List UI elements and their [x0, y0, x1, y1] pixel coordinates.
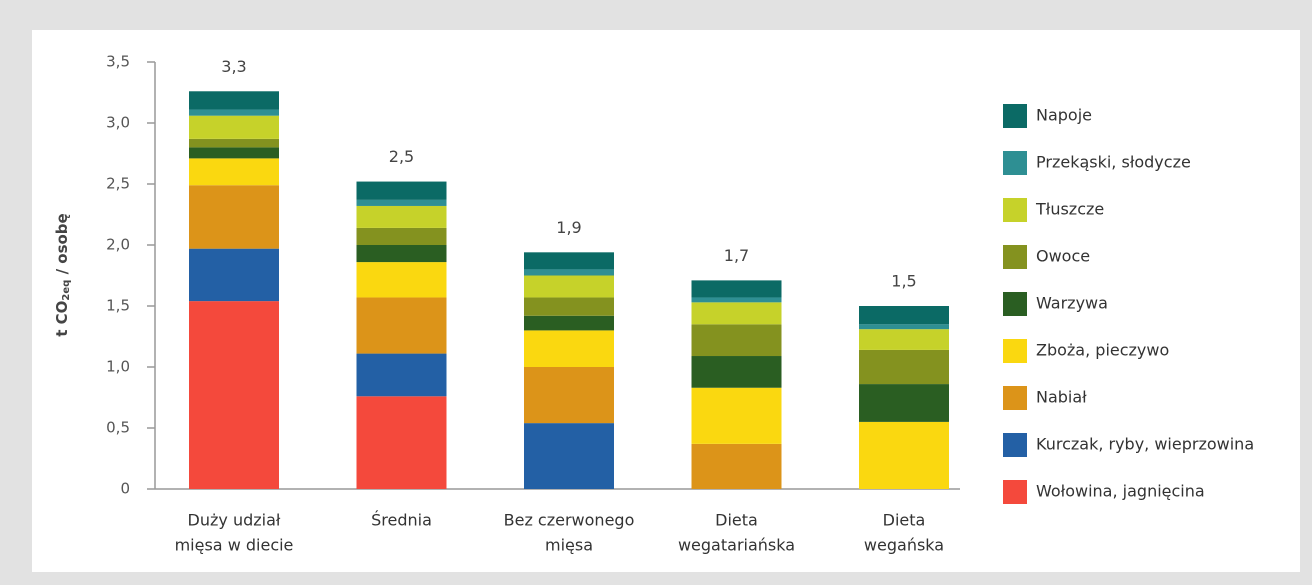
- y-axis-label-part: t CO: [53, 301, 71, 337]
- legend-swatch: [1003, 245, 1027, 269]
- legend-swatch: [1003, 339, 1027, 363]
- legend-label: Napoje: [1036, 106, 1092, 125]
- y-axis-label: t CO2eq / osobę: [53, 213, 73, 336]
- bar-segment: [691, 297, 782, 303]
- bar-segment: [356, 181, 447, 200]
- bar-segment: [356, 245, 447, 263]
- y-tick-label: 2,5: [106, 175, 130, 193]
- total-label: 1,5: [891, 272, 916, 291]
- x-tick-label: mięsa w diecie: [175, 536, 294, 555]
- x-tick-label: Bez czerwonego: [504, 511, 635, 530]
- x-tick-label: wegańska: [864, 536, 944, 555]
- y-tick-label: 1,5: [106, 297, 130, 315]
- bar-segment: [189, 91, 279, 110]
- y-tick-label: 0,5: [106, 419, 130, 437]
- legend-label: Kurczak, ryby, wieprzowina: [1036, 435, 1254, 454]
- y-axis-label-part: / osobę: [53, 213, 71, 279]
- legend-swatch: [1003, 292, 1027, 316]
- x-tick-label: Duży udział: [188, 511, 281, 530]
- legend-label: Przekąski, słodycze: [1036, 153, 1191, 172]
- bar-segment: [524, 330, 614, 367]
- bar-segment: [189, 301, 279, 489]
- legend-label: Owoce: [1036, 247, 1090, 266]
- total-label: 1,9: [556, 218, 581, 237]
- y-tick-label: 3,5: [106, 53, 130, 71]
- legend-swatch: [1003, 104, 1027, 128]
- bar-segment: [691, 443, 782, 489]
- bar-segment: [356, 396, 447, 489]
- x-tick-label: mięsa: [545, 536, 593, 555]
- bar-segment: [691, 324, 782, 357]
- legend-swatch: [1003, 151, 1027, 175]
- bar-segment: [691, 280, 782, 298]
- bar-segment: [189, 185, 279, 249]
- bar-segment: [691, 302, 782, 325]
- bar-segment: [859, 349, 949, 385]
- bar-segment: [524, 423, 614, 489]
- x-tick-label: Dieta: [883, 511, 926, 530]
- bar-segment: [189, 147, 279, 159]
- bar-segment: [356, 205, 447, 228]
- bar-segment: [524, 297, 614, 316]
- legend-label: Tłuszcze: [1035, 200, 1104, 219]
- bar-segment: [189, 248, 279, 302]
- bar-segment: [524, 367, 614, 424]
- y-axis-label-part: 2eq: [61, 280, 72, 301]
- bar-segment: [859, 384, 949, 422]
- y-tick-label: 3,0: [106, 114, 130, 132]
- bar-segment: [356, 297, 447, 354]
- y-tick-label: 1,0: [106, 358, 130, 376]
- total-label: 1,7: [724, 246, 749, 265]
- bar-segment: [356, 227, 447, 245]
- x-tick-label: Dieta: [715, 511, 758, 530]
- bar-segment: [859, 421, 949, 489]
- bar-segment: [691, 356, 782, 388]
- bar-segment: [524, 269, 614, 276]
- bar-segment: [356, 262, 447, 298]
- bar-segment: [189, 138, 279, 148]
- legend-swatch: [1003, 386, 1027, 410]
- bar-segment: [356, 199, 447, 206]
- legend-label: Warzywa: [1036, 294, 1108, 313]
- bar-segment: [691, 387, 782, 444]
- bar-segment: [859, 306, 949, 325]
- bar-segment: [524, 315, 614, 331]
- bar-segment: [189, 115, 279, 139]
- bar-segment: [356, 353, 447, 397]
- total-label: 2,5: [389, 147, 414, 166]
- bar-segment: [189, 158, 279, 186]
- bar-segment: [524, 275, 614, 298]
- bar-segment: [524, 252, 614, 270]
- y-tick-label: 0: [120, 480, 130, 498]
- bar-segment: [189, 109, 279, 116]
- bar-segment: [859, 329, 949, 350]
- legend-swatch: [1003, 480, 1027, 504]
- legend-swatch: [1003, 198, 1027, 222]
- x-tick-label: wegatariańska: [678, 536, 795, 555]
- total-label: 3,3: [221, 57, 246, 76]
- x-tick-label: Średnia: [371, 511, 432, 530]
- y-tick-label: 2,0: [106, 236, 130, 254]
- legend-label: Wołowina, jagnięcina: [1036, 482, 1205, 501]
- legend-swatch: [1003, 433, 1027, 457]
- legend-label: Nabiał: [1036, 388, 1087, 407]
- legend-label: Zboża, pieczywo: [1036, 341, 1169, 360]
- bar-segment: [859, 324, 949, 330]
